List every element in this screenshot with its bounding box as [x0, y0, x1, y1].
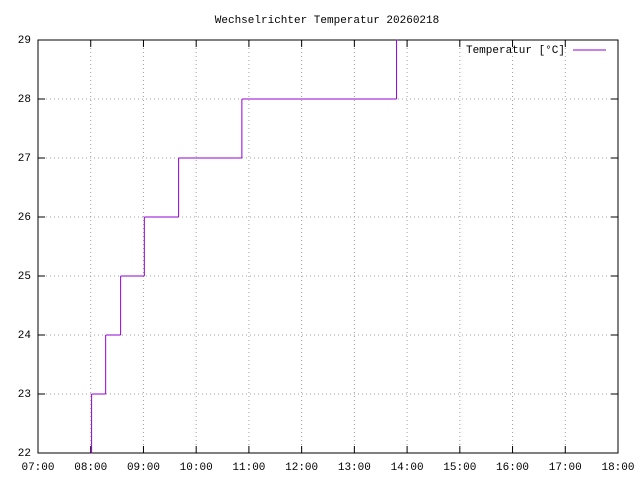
chart-title: Wechselrichter Temperatur 20260218 — [215, 15, 439, 27]
y-tick-label: 24 — [18, 330, 32, 342]
x-tick-label: 16:00 — [496, 462, 529, 474]
x-tick-label: 13:00 — [338, 462, 371, 474]
y-tick-label: 27 — [18, 153, 31, 165]
x-tick-label: 09:00 — [127, 462, 160, 474]
y-tick-label: 29 — [18, 35, 31, 47]
y-tick-label: 22 — [18, 448, 31, 460]
x-tick-label: 12:00 — [285, 462, 318, 474]
x-tick-label: 10:00 — [180, 462, 213, 474]
x-tick-label: 08:00 — [74, 462, 107, 474]
x-tick-label: 17:00 — [549, 462, 582, 474]
x-tick-label: 07:00 — [21, 462, 54, 474]
plot-frame — [37, 39, 619, 454]
x-tick-label: 15:00 — [443, 462, 476, 474]
x-tick-label: 18:00 — [601, 462, 634, 474]
y-tick-label: 23 — [18, 389, 31, 401]
legend-label: Temperatur [°C] — [466, 45, 565, 57]
y-tick-label: 25 — [18, 271, 31, 283]
x-tick-label: 14:00 — [391, 462, 424, 474]
y-tick-label: 28 — [18, 94, 31, 106]
x-tick-label: 11:00 — [232, 462, 265, 474]
y-tick-label: 26 — [18, 212, 31, 224]
